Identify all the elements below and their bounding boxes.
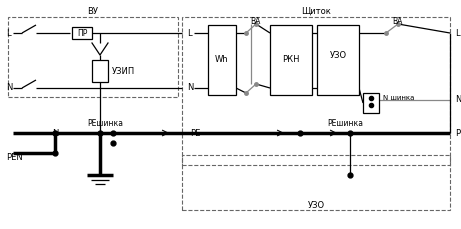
Bar [317,25,359,95]
Text: ПР: ПР [77,28,87,38]
Text: L: L [6,28,11,38]
Bar [208,25,236,95]
Text: Щиток: Щиток [301,6,331,16]
Bar [363,93,379,113]
Text: N: N [6,84,12,93]
Text: УЗО: УЗО [307,201,325,210]
Bar [182,155,450,210]
Text: РЕшинка: РЕшинка [87,120,123,128]
Text: PEN: PEN [6,153,23,163]
Bar [92,60,108,82]
Text: PE: PE [190,128,201,137]
Text: ВА: ВА [392,17,402,27]
Text: ВУ: ВУ [88,6,99,16]
Text: L: L [455,28,460,38]
Text: УЗО: УЗО [330,51,347,60]
Text: N: N [52,128,58,137]
Text: N шинка: N шинка [383,95,414,101]
Text: РЕшинка: РЕшинка [327,120,363,128]
Bar [72,27,92,39]
Text: Wh: Wh [215,55,229,65]
Text: PE: PE [455,128,461,137]
Text: ВА: ВА [250,17,260,27]
Text: L: L [187,28,192,38]
Bar [182,17,450,165]
Bar [8,17,178,97]
Text: УЗИП: УЗИП [112,66,135,76]
Bar [270,25,312,95]
Text: N: N [187,84,193,93]
Text: N: N [455,95,461,104]
Text: РКН: РКН [282,55,300,65]
